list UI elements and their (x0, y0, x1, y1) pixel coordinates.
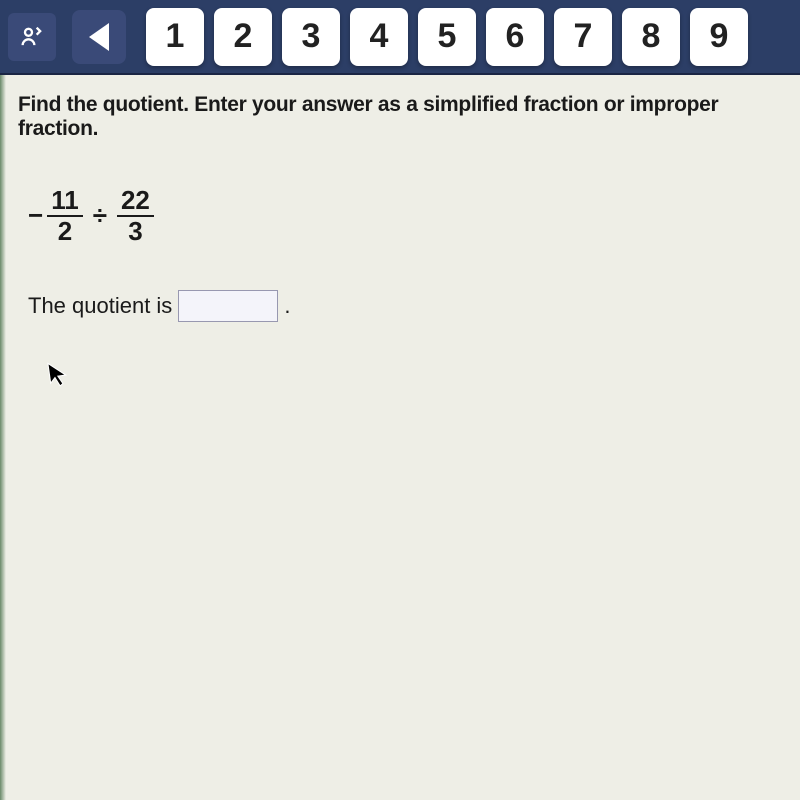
fraction-2-numerator: 22 (117, 186, 154, 217)
math-expression: − 11 2 ÷ 22 3 (28, 186, 782, 245)
nav-button-5[interactable]: 5 (418, 8, 476, 66)
nav-button-8[interactable]: 8 (622, 8, 680, 66)
answer-label-post: . (284, 293, 290, 319)
divide-operator: ÷ (93, 200, 107, 231)
nav-button-4[interactable]: 4 (350, 8, 408, 66)
fraction-2-denominator: 3 (124, 217, 146, 246)
nav-button-9[interactable]: 9 (690, 8, 748, 66)
mouse-cursor-icon (46, 359, 73, 397)
back-arrow-icon (89, 23, 109, 51)
fraction-1-denominator: 2 (54, 217, 76, 246)
answer-label-pre: The quotient is (28, 293, 172, 319)
problem-prompt: Find the quotient. Enter your answer as … (18, 93, 782, 141)
nav-button-3[interactable]: 3 (282, 8, 340, 66)
negative-sign: − (28, 200, 43, 231)
top-toolbar: 1 2 3 4 5 6 7 8 9 (0, 0, 800, 75)
tool-icon[interactable] (8, 13, 56, 61)
fraction-1-numerator: 11 (47, 186, 83, 217)
problem-panel: Find the quotient. Enter your answer as … (0, 75, 800, 800)
fraction-1: 11 2 (47, 186, 83, 245)
answer-line: The quotient is . (28, 290, 782, 322)
nav-button-6[interactable]: 6 (486, 8, 544, 66)
fraction-2: 22 3 (117, 186, 154, 245)
answer-input[interactable] (178, 290, 278, 322)
nav-button-1[interactable]: 1 (146, 8, 204, 66)
screen-edge (0, 75, 6, 800)
nav-button-2[interactable]: 2 (214, 8, 272, 66)
back-button[interactable] (72, 10, 126, 64)
nav-button-7[interactable]: 7 (554, 8, 612, 66)
